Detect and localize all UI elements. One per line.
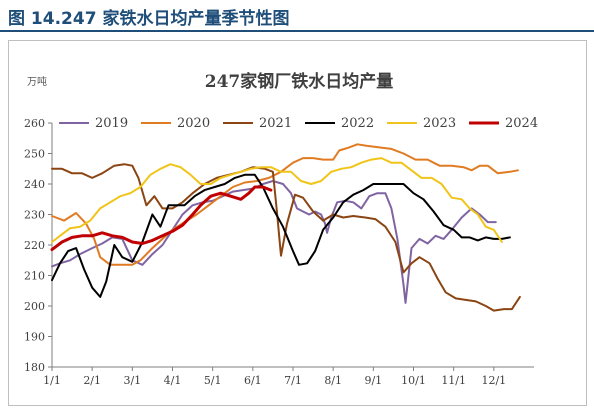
- y-tick-label: 250: [24, 148, 45, 161]
- line-chart: 247家钢厂铁水日均产量 万吨 180 190 200 210 220 230 240 250 26…: [24, 71, 538, 387]
- legend-label-2023: 2023: [423, 116, 456, 131]
- y-tick-label: 260: [24, 117, 45, 130]
- legend-label-2019: 2019: [95, 116, 128, 131]
- x-tick-label: 11/1: [441, 374, 466, 387]
- title-rule: [0, 30, 594, 32]
- x-tick-label: 6/1: [244, 374, 262, 387]
- series-line-2019: [51, 180, 497, 304]
- x-tick-label: 3/1: [123, 374, 141, 387]
- chart-title: 247家钢厂铁水日均产量: [205, 71, 394, 92]
- series-line-2021: [51, 163, 521, 312]
- series-line-2022: [51, 173, 511, 298]
- y-axis-unit: 万吨: [27, 75, 47, 88]
- x-tick-label: 5/1: [204, 374, 222, 387]
- x-tick-label: 4/1: [164, 374, 182, 387]
- chart-frame: 247家钢厂铁水日均产量 万吨 180 190 200 210 220 230 240 250 26…: [8, 40, 587, 406]
- y-tick-label: 210: [24, 270, 45, 283]
- legend-label-2021: 2021: [259, 116, 292, 131]
- y-tick-label: 180: [24, 361, 45, 374]
- series-line-2020: [51, 143, 519, 266]
- x-tick-label: 9/1: [364, 374, 382, 387]
- y-tick-label: 240: [24, 178, 45, 191]
- y-tick-label: 230: [24, 209, 45, 222]
- y-tick-label: 200: [24, 300, 45, 313]
- x-tick-label: 7/1: [284, 374, 302, 387]
- x-tick-label: 1/1: [43, 374, 61, 387]
- y-tick-label: 220: [24, 239, 45, 252]
- legend-label-2022: 2022: [341, 116, 374, 131]
- x-tick-label: 2/1: [83, 374, 101, 387]
- x-tick-label: 12/1: [481, 374, 506, 387]
- series-line-2024: [50, 185, 273, 252]
- x-tick-label: 10/1: [401, 374, 426, 387]
- figure-title: 图 14.247 家铁水日均产量季节性图: [8, 9, 290, 29]
- legend-label-2024: 2024: [505, 116, 538, 131]
- legend-label-2020: 2020: [177, 116, 210, 131]
- x-tick-label: 8/1: [324, 374, 342, 387]
- y-tick-label: 190: [24, 331, 45, 344]
- series-line-2023: [51, 157, 503, 243]
